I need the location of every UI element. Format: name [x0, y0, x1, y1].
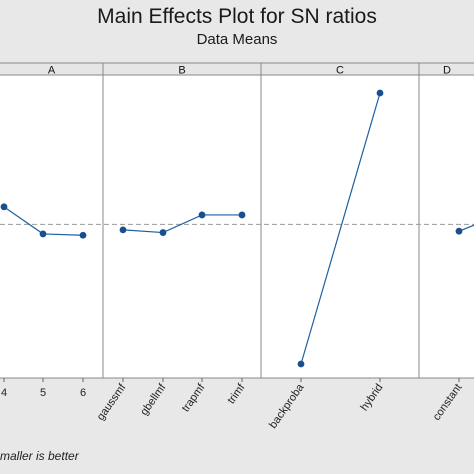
- x-tick-label-b-3: trapmf: [180, 381, 208, 414]
- panel-label-b: B: [178, 65, 185, 77]
- data-point-a-2: [39, 230, 47, 238]
- chart-subtitle: Data Means: [196, 31, 278, 48]
- series-line-b: [122, 214, 242, 234]
- x-tick-label-a-2: 5: [40, 387, 46, 399]
- data-point-b-1: [119, 226, 127, 234]
- x-tick-label-c-2: hybrid: [358, 382, 385, 413]
- x-tick-label-d-1: constant: [431, 382, 465, 423]
- x-tick-label-b-4: trimf: [225, 381, 248, 406]
- data-point-b-2: [159, 229, 167, 236]
- x-tick-label-b-2: gbellmf: [138, 381, 169, 418]
- data-point-a-3: [79, 231, 87, 239]
- panel-label-a: A: [48, 65, 56, 77]
- data-point-c-2: [376, 89, 384, 97]
- data-point-d-1: [455, 227, 463, 235]
- data-point-c-1: [297, 360, 305, 368]
- x-tick-label-a-3: 6: [80, 387, 86, 399]
- chart-title: Main Effects Plot for SN ratios: [97, 5, 377, 28]
- panel-label-d: D: [443, 65, 451, 77]
- plot-area: [0, 75, 474, 378]
- data-point-a-1: [0, 203, 8, 211]
- x-tick-label-a-1: 4: [1, 387, 7, 399]
- footnote: maller is better: [0, 449, 79, 463]
- panel-label-c: C: [336, 65, 344, 77]
- x-tick-label-c-1: backproba: [267, 381, 307, 431]
- data-point-b-4: [238, 211, 246, 219]
- series-line-c: [300, 92, 381, 365]
- strip-background: [0, 63, 474, 75]
- x-tick-label-b-1: gaussmf: [95, 381, 129, 423]
- data-point-b-3: [198, 211, 206, 219]
